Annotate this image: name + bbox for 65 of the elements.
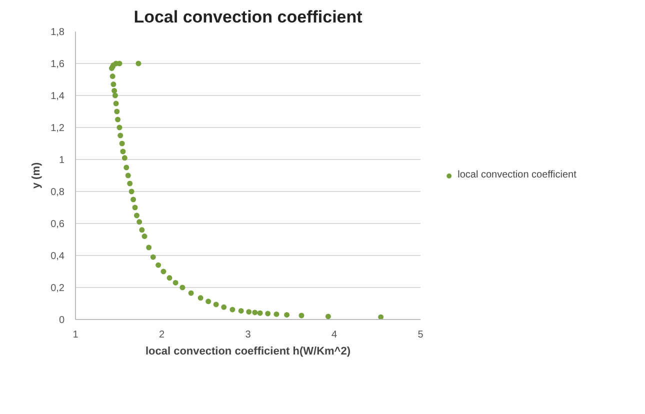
- point: [115, 116, 121, 122]
- point: [238, 308, 244, 314]
- point: [134, 212, 140, 218]
- point: [156, 262, 162, 268]
- point: [180, 284, 186, 290]
- point: [246, 309, 252, 315]
- point: [120, 148, 126, 154]
- point: [124, 164, 130, 170]
- x-axis-title: local convection coefficient h(W/Km^2): [145, 346, 351, 358]
- point: [378, 314, 384, 320]
- point: [139, 227, 145, 233]
- chart-title: Local convection coefficient: [134, 8, 363, 26]
- point: [221, 304, 227, 310]
- point: [252, 310, 258, 316]
- point: [257, 310, 263, 316]
- point: [198, 295, 204, 301]
- point: [125, 172, 131, 178]
- point: [132, 204, 138, 210]
- point: [112, 88, 118, 94]
- x-tick-label: 1: [72, 330, 79, 340]
- legend-label: local convection coefficient: [458, 170, 576, 180]
- point: [284, 312, 290, 318]
- y-tick-label: 1,8: [50, 27, 65, 38]
- x-tick-label: 5: [418, 330, 424, 340]
- point: [172, 280, 178, 286]
- point: [118, 132, 124, 138]
- x-tick-label: 4: [331, 330, 338, 340]
- point: [130, 196, 136, 202]
- point: [213, 302, 219, 308]
- point: [113, 100, 119, 106]
- point: [146, 244, 152, 250]
- point: [127, 180, 133, 186]
- point: [128, 188, 134, 194]
- point: [265, 310, 271, 316]
- point: [188, 290, 194, 296]
- y-tick-label: 1,2: [50, 123, 65, 134]
- y-tick-label: 0,4: [50, 251, 65, 262]
- point: [110, 82, 116, 88]
- point: [206, 298, 212, 304]
- y-tick-label: 0: [58, 315, 65, 326]
- y-tick-label: 1: [58, 155, 65, 166]
- point: [274, 311, 280, 317]
- point: [114, 108, 120, 114]
- y-tick-label: 1,6: [50, 59, 65, 70]
- point: [325, 314, 331, 320]
- point: [150, 254, 156, 260]
- x-tick-label: 3: [245, 330, 252, 340]
- y-tick-label: 0,2: [50, 283, 65, 294]
- point: [119, 140, 125, 146]
- point: [136, 219, 142, 225]
- y-tick-label: 0,6: [50, 219, 65, 230]
- point: [160, 268, 166, 274]
- point: [122, 155, 128, 161]
- point: [298, 312, 304, 318]
- y-tick-label: 1,4: [50, 91, 65, 102]
- point: [230, 306, 236, 312]
- point: [112, 92, 118, 98]
- point: [142, 234, 148, 240]
- point: [110, 74, 116, 80]
- y-tick-label: 0,8: [50, 187, 65, 198]
- y-axis-title: y (m): [30, 162, 43, 189]
- x-tick-label: 2: [158, 330, 165, 340]
- point: [166, 275, 172, 281]
- point: [116, 124, 122, 130]
- point: [136, 60, 142, 66]
